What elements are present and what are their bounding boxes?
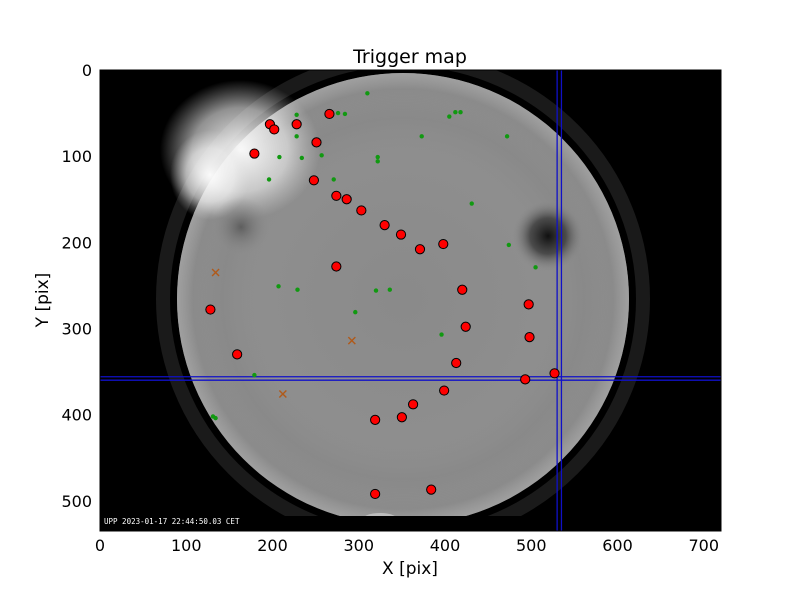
trigger-point-green [353,309,358,315]
x-tick-label: 500 [516,536,547,555]
y-tick-label: 500 [61,492,92,511]
trigger-point-green [342,111,348,117]
trigger-point-green [335,110,341,116]
trigger-point-red [232,349,243,360]
trigger-point-red [249,148,260,159]
trigger-point-green [277,154,282,160]
trigger-point-green [458,110,463,115]
y-axis: 0 100 200 300 400 500 [61,61,721,511]
trigger-point-red [331,261,342,272]
trigger-point-red [407,399,419,410]
trigger-point-red [460,321,471,332]
cross-stroke [347,336,356,345]
trigger-point-red [395,229,407,240]
x-tick-label: 700 [688,536,719,555]
trigger-point-red [396,412,407,423]
trigger-point-red [457,284,468,295]
trigger-point-green [276,284,281,289]
trigger-point-red [414,244,426,255]
x-tick-label: 400 [430,536,461,555]
trigger-point-red [379,220,390,231]
trigger-point-green [319,153,324,158]
trigger-point-red [291,119,302,130]
trigger-point-green [387,287,392,292]
trigger-point-green [506,242,512,248]
trigger-point-red [370,488,381,500]
cross-stroke [278,389,287,398]
y-axis-label: Y [pix] [33,273,53,329]
trigger-point-red [331,190,342,201]
trigger-point-red [523,299,534,310]
trigger-point-red [524,332,535,343]
trigger-point-red [341,194,352,205]
y-tick-label: 300 [61,320,92,339]
y-tick-label: 400 [61,406,92,425]
trigger-point-green [331,177,336,182]
x-tick-label: 200 [257,536,288,555]
plot-frame [99,69,722,532]
trigger-point-red [308,175,319,186]
x-tick-label: 600 [602,536,633,555]
trigger-markers [205,91,560,500]
x-tick-label: 300 [343,536,374,555]
crosshair [100,70,721,531]
trigger-point-cross [278,389,287,398]
cross-stroke [211,268,220,277]
trigger-point-green [453,110,458,115]
trigger-point-green [266,177,272,182]
trigger-point-green [252,372,257,378]
trigger-point-green [294,112,299,118]
x-axis-label: X [pix] [382,559,438,579]
x-tick-label: 100 [171,536,202,555]
trigger-point-green [447,114,452,119]
y-tick-label: 200 [61,233,92,252]
trigger-point-green [439,332,444,337]
trigger-point-green [375,154,380,160]
trigger-point-cross [347,336,356,345]
y-tick-label: 0 [82,61,92,80]
x-axis: 0 100 200 300 400 500 600 700 [95,70,719,555]
trigger-point-red [439,385,450,396]
trigger-point-green [299,155,305,161]
trigger-point-red [324,108,335,120]
trigger-point-green [213,415,218,421]
trigger-point-red [438,238,449,250]
trigger-point-green [365,91,370,96]
trigger-point-green [504,134,510,139]
chart-title: Trigger map [352,46,467,68]
trigger-point-green [375,159,380,164]
x-tick-label: 0 [95,536,105,555]
trigger-point-cross [211,268,220,277]
trigger-point-green [533,265,538,270]
timestamp-label: UPP 2023-01-17 22:44:50.03 CET [104,517,240,526]
trigger-point-green [373,288,379,293]
trigger-point-green [469,201,474,206]
sky-camera-image: UPP 2023-01-17 22:44:50.03 CET [100,70,721,531]
trigger-point-red [311,137,322,148]
trigger-point-red [451,357,462,369]
trigger-point-red [549,368,560,379]
trigger-point-red [356,205,367,216]
trigger-point-red [370,414,381,425]
trigger-point-red [205,304,216,315]
trigger-point-green [295,287,300,292]
trigger-point-green [294,134,299,139]
y-tick-label: 100 [61,147,92,166]
trigger-point-green [419,134,424,139]
trigger-point-red [426,484,437,495]
trigger-point-red [520,374,531,385]
trigger-point-red [269,124,280,135]
